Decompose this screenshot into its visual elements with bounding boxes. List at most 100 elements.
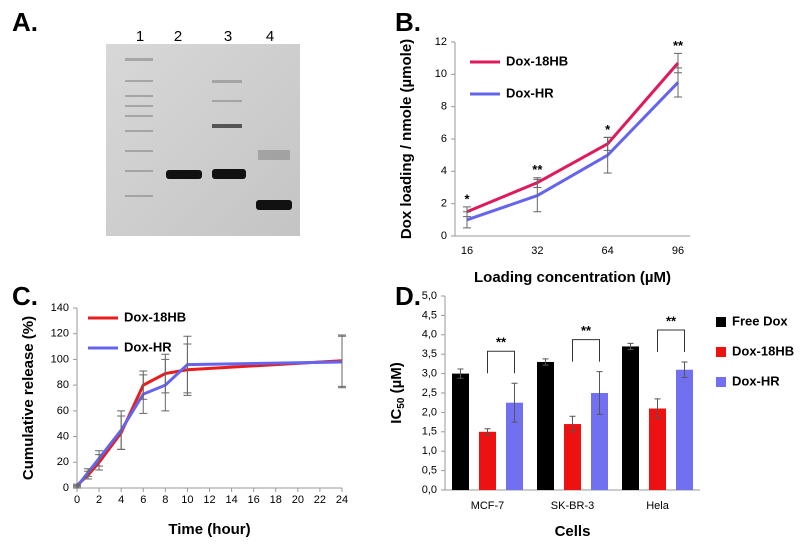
error-bar — [681, 361, 688, 378]
y-tick-label: 0 — [63, 482, 69, 494]
y-tick-label: 20 — [57, 456, 69, 468]
x-tick-label: 2 — [96, 494, 102, 506]
y-tick-label: 120 — [51, 328, 69, 340]
bar — [537, 361, 554, 490]
lane-label: 1 — [136, 28, 144, 45]
line-series — [466, 62, 680, 214]
error-bar — [183, 335, 192, 394]
error-bar — [542, 358, 549, 366]
y-tick-label: 4 — [441, 165, 447, 177]
significance-bracket — [657, 329, 685, 352]
panel-label: A. — [12, 7, 38, 37]
error-bar — [533, 178, 542, 213]
y-axis-label-part: 50 — [396, 397, 407, 409]
error-bar — [463, 211, 471, 229]
y-tick-label: 8 — [441, 101, 447, 113]
significance-bracket — [487, 350, 515, 374]
error-bar — [95, 450, 104, 467]
significance-label: ** — [673, 38, 684, 53]
x-axis-label: Loading concentration (µM) — [474, 269, 671, 286]
gel-image — [106, 44, 300, 236]
x-tick-label: 64 — [602, 245, 614, 257]
x-tick-label: 22 — [314, 494, 326, 506]
x-tick-label: 10 — [181, 494, 193, 506]
y-tick-label: 3,0 — [422, 368, 437, 380]
y-tick-label: 12 — [435, 36, 447, 48]
bar — [649, 408, 666, 490]
x-tick-label: 16 — [248, 494, 260, 506]
y-tick-label: 80 — [57, 379, 69, 391]
error-bar — [654, 398, 661, 419]
y-tick-label: 0,0 — [422, 484, 437, 496]
y-tick-label: 3,5 — [422, 348, 437, 360]
y-tick-label: 0,5 — [422, 465, 437, 477]
bar — [564, 424, 581, 490]
panel-label: C. — [12, 281, 38, 311]
x-tick-label: 18 — [270, 494, 282, 506]
significance-label: ** — [581, 323, 592, 338]
bar — [506, 402, 523, 490]
x-tick-label: 14 — [225, 494, 237, 506]
x-tick-label: MCF-7 — [471, 500, 505, 512]
x-tick-label: 12 — [203, 494, 215, 506]
error-bar — [338, 335, 346, 389]
x-tick-label: 20 — [292, 494, 304, 506]
y-tick-label: 140 — [51, 302, 69, 314]
y-tick-label: 0 — [441, 230, 447, 242]
significance-bracket — [572, 339, 600, 362]
legend-swatch — [716, 317, 726, 327]
x-tick-label: 4 — [118, 494, 124, 506]
error-bar — [569, 415, 576, 433]
x-tick-label: 0 — [74, 494, 80, 506]
line-series — [75, 359, 343, 487]
error-bar — [84, 468, 93, 477]
lane-label: 3 — [224, 28, 232, 45]
legend-label: Dox-HR — [506, 85, 554, 100]
y-tick-label: 2,0 — [422, 406, 437, 418]
y-tick-label: 5,0 — [422, 290, 437, 302]
legend-label: Free Dox — [732, 313, 788, 328]
legend-label: Dox-HR — [732, 373, 780, 388]
x-tick-label: 8 — [162, 494, 168, 506]
error-bar — [627, 342, 634, 351]
legend-label: Dox-18HB — [506, 53, 568, 68]
bar — [676, 369, 693, 490]
y-tick-label: 2 — [441, 198, 447, 210]
y-axis-label-part: (µM) — [388, 362, 405, 397]
x-tick-label: 16 — [461, 245, 473, 257]
error-bar — [457, 368, 464, 379]
error-bar — [511, 382, 518, 423]
line-series — [466, 81, 680, 222]
y-tick-label: 1,0 — [422, 445, 437, 457]
significance-label: ** — [496, 335, 507, 350]
x-tick-label: Hela — [646, 500, 670, 512]
error-bar — [73, 484, 81, 489]
y-tick-label: 10 — [435, 68, 447, 80]
y-axis-label-part: IC — [388, 409, 405, 424]
y-tick-label: 1,5 — [422, 426, 437, 438]
error-bar — [603, 136, 612, 174]
x-tick-label: 24 — [336, 494, 348, 506]
error-bar — [674, 67, 682, 98]
y-tick-label: 4,5 — [422, 309, 437, 321]
y-tick-label: 4,0 — [422, 329, 437, 341]
legend-label: Dox-HR — [124, 339, 172, 354]
error-bar — [484, 428, 491, 436]
y-axis-label: Cumulative release (%) — [20, 316, 37, 480]
panel-label: B. — [395, 7, 421, 37]
significance-label: * — [464, 191, 470, 206]
y-tick-label: 100 — [51, 353, 69, 365]
x-axis-label: Cells — [555, 523, 591, 540]
y-axis-label: IC50 (µM) — [388, 362, 407, 423]
line-series — [75, 360, 343, 488]
x-tick-label: 6 — [140, 494, 146, 506]
error-bar — [117, 410, 126, 450]
bar — [452, 373, 469, 490]
y-axis-label: Dox loading / nmole (µmole) — [398, 39, 415, 239]
x-tick-label: SK-BR-3 — [551, 500, 594, 512]
error-bar — [139, 374, 148, 414]
bar — [591, 393, 608, 490]
y-tick-label: 2,5 — [422, 387, 437, 399]
x-tick-label: 32 — [531, 245, 543, 257]
